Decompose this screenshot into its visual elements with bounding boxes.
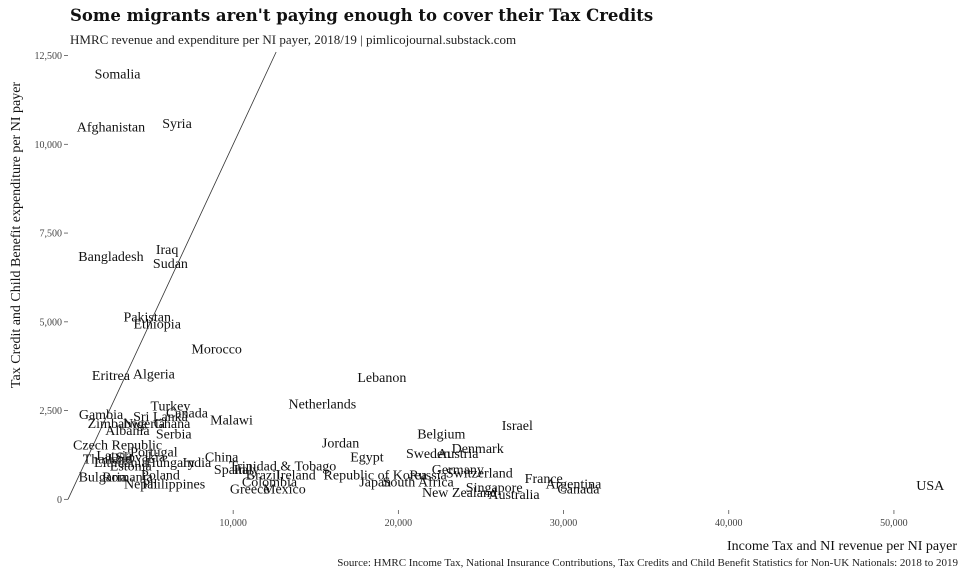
point-label: USA: [916, 479, 945, 494]
source-caption: Source: HMRC Income Tax, National Insura…: [337, 557, 958, 569]
point-label: Belgium: [417, 428, 465, 443]
point-label: Morocco: [191, 342, 242, 357]
point-label: New Zealand: [422, 486, 497, 501]
point-label: Republic of Korea: [324, 468, 428, 483]
point-label: Spain: [214, 463, 246, 478]
point-label: Nigeria: [123, 417, 166, 432]
point-label: Austria: [437, 447, 479, 462]
point-label: Canada: [166, 406, 209, 421]
point-label: Germany: [432, 463, 484, 478]
point-label: Afghanistan: [77, 121, 145, 136]
point-label: Pakistan: [124, 311, 171, 326]
point-label: France: [525, 472, 563, 487]
point-label: Canada: [557, 483, 600, 498]
y-tick-label: 10,000: [35, 140, 63, 151]
point-label: Mexico: [263, 483, 306, 498]
point-label: Albania: [105, 424, 150, 439]
point-label: Lithuania: [94, 456, 148, 471]
point-label: Singapore: [466, 481, 523, 496]
point-label: Denmark: [452, 442, 504, 457]
point-label: Estonia: [110, 460, 153, 475]
point-label: Ireland: [276, 468, 316, 483]
point-label: Sudan: [153, 257, 188, 272]
point-label: Romania: [102, 470, 153, 485]
point-label: Philippines: [142, 477, 205, 492]
y-tick-label: 7,500: [40, 229, 63, 240]
point-label: Netherlands: [289, 397, 357, 412]
point-label: Egypt: [350, 451, 384, 466]
point-label: Somalia: [95, 67, 142, 82]
point-label: Greece: [230, 483, 270, 498]
point-label: Algeria: [133, 367, 176, 382]
point-label: Hungary: [146, 456, 195, 471]
point-label: India: [182, 456, 212, 471]
point-label: Gambia: [79, 408, 124, 423]
point-label: Malawi: [210, 413, 253, 428]
y-tick-label: 12,500: [35, 51, 63, 62]
point-label: Nepal: [124, 477, 158, 492]
chart-subtitle: HMRC revenue and expenditure per NI paye…: [70, 32, 517, 47]
y-axis: 0 2,500 5,000 7,500 10,000 12,500: [35, 51, 68, 506]
point-label: Bangladesh: [78, 250, 143, 265]
point-label: Syria: [162, 117, 192, 132]
x-tick-label: 30,000: [550, 518, 578, 529]
y-axis-title: Tax Credit and Child Benefit expenditure…: [9, 82, 24, 388]
country-labels: Somalia Afghanistan Syria Bangladesh IraqSud…: [73, 67, 945, 503]
y-tick-label: 5,000: [40, 317, 63, 328]
point-label: Poland: [141, 468, 180, 483]
parity-line: [67, 51, 277, 500]
point-label: Czech Republic: [73, 438, 162, 453]
point-label: Ghana: [154, 417, 191, 432]
point-label: Ethiopia: [133, 318, 181, 333]
point-label: Colombia: [242, 476, 298, 491]
point-label: Argentina: [546, 477, 603, 492]
point-label: Iraq: [156, 243, 179, 258]
point-label: Thailand: [83, 453, 133, 468]
point-label: Sweden: [406, 447, 450, 462]
point-label: Trinidad & Tobago: [229, 460, 336, 475]
y-tick-label: 2,500: [40, 406, 63, 417]
x-axis-title: Income Tax and NI revenue per NI payer: [727, 539, 957, 554]
point-label: Switzerland: [446, 467, 513, 482]
point-label: Italy: [234, 463, 260, 478]
point-label: Eritrea: [92, 369, 131, 384]
point-label: Japan: [359, 476, 391, 491]
point-label: Brazil: [246, 468, 280, 483]
x-tick-label: 20,000: [385, 518, 413, 529]
point-label: Latvia: [96, 449, 133, 464]
point-label: Jordan: [322, 437, 359, 452]
point-label: Serbia: [156, 428, 193, 443]
x-tick-label: 40,000: [715, 518, 743, 529]
point-label: Slovakia: [116, 451, 166, 466]
point-label: South Africa: [383, 476, 455, 491]
point-label: Turkey: [150, 399, 190, 414]
point-label: Russia: [409, 468, 447, 483]
point-label: Lebanon: [357, 371, 406, 386]
point-label: Zimbabwe: [88, 417, 148, 432]
x-tick-label: 10,000: [219, 518, 247, 529]
point-label: Israel: [502, 419, 533, 434]
point-label: Bulgaria: [79, 470, 128, 485]
x-tick-label: 50,000: [880, 518, 908, 529]
point-label: Portugal: [130, 445, 178, 460]
point-label: China: [205, 451, 239, 466]
y-tick-label: 0: [57, 495, 62, 506]
chart-title: Some migrants aren't paying enough to co…: [70, 6, 654, 25]
point-label: Australia: [488, 488, 540, 503]
x-axis: 10,000 20,000 30,000 40,000 50,000: [219, 510, 908, 529]
point-label: Sri Lanka: [133, 410, 189, 425]
